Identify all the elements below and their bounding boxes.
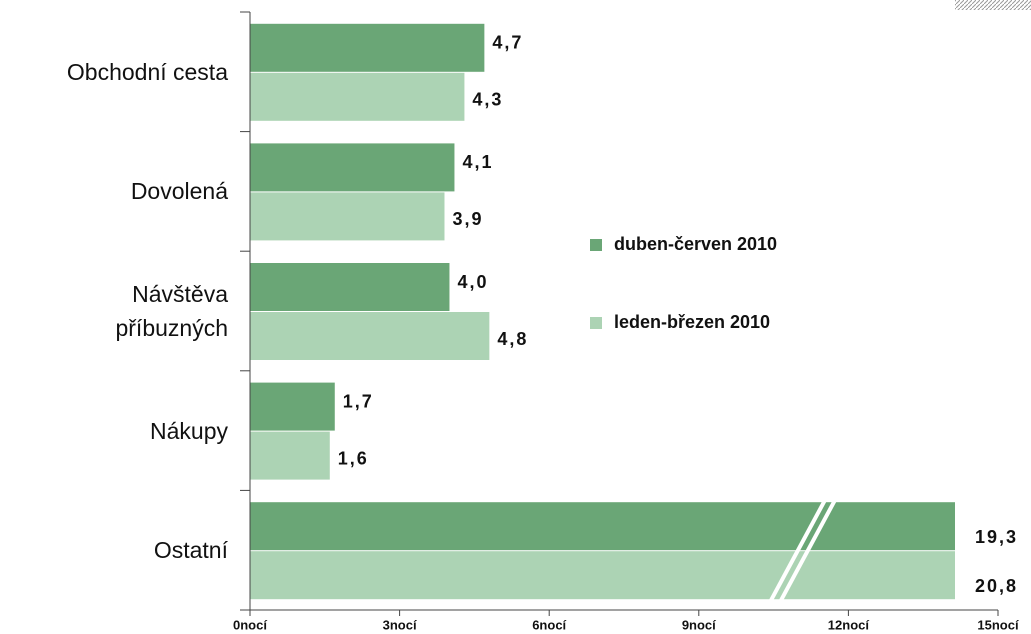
- axis-break: [768, 497, 828, 604]
- bar: [250, 143, 455, 192]
- bar: [250, 263, 450, 311]
- bar: [250, 431, 330, 480]
- bar: [250, 502, 955, 551]
- decoration: [955, 0, 1031, 10]
- bar: [250, 192, 445, 241]
- x-tick-label: 0nocí: [233, 617, 267, 632]
- bar: [250, 551, 955, 600]
- value-label: 4,1: [462, 152, 493, 172]
- value-label: 1,7: [343, 391, 374, 411]
- x-tick-label: 3nocí: [383, 617, 417, 632]
- legend-swatch: [590, 317, 602, 329]
- category-label: Nákupy: [150, 417, 228, 444]
- category-label: Obchodní cesta: [66, 58, 228, 85]
- category-label: Dovolená: [130, 178, 228, 205]
- value-label: 1,6: [338, 448, 369, 468]
- category-label: Ostatní: [153, 537, 228, 564]
- legend-label: leden-březen 2010: [614, 312, 770, 332]
- x-tick-label: 9nocí: [682, 617, 716, 632]
- value-label: 4,0: [457, 272, 488, 292]
- x-tick-label: 6nocí: [532, 617, 566, 632]
- category-label: Návštěva příbuzných: [115, 281, 228, 341]
- value-label: 3,9: [452, 209, 483, 229]
- value-label: 20,8: [975, 576, 1018, 596]
- value-label: 4,8: [497, 329, 528, 349]
- x-tick-label: 15nocí: [977, 617, 1019, 632]
- bars: [250, 23, 955, 600]
- x-tick-label: 12nocí: [828, 617, 870, 632]
- bar: [250, 382, 335, 431]
- value-label: 4,7: [492, 33, 523, 53]
- legend-swatch: [590, 239, 602, 251]
- bar: [250, 312, 490, 360]
- bar: [250, 72, 465, 121]
- bar: [250, 23, 485, 72]
- axis-break: [778, 497, 838, 604]
- legend-label: duben-červen 2010: [614, 234, 777, 254]
- value-label: 19,3: [975, 527, 1018, 547]
- value-label: 4,3: [472, 90, 503, 110]
